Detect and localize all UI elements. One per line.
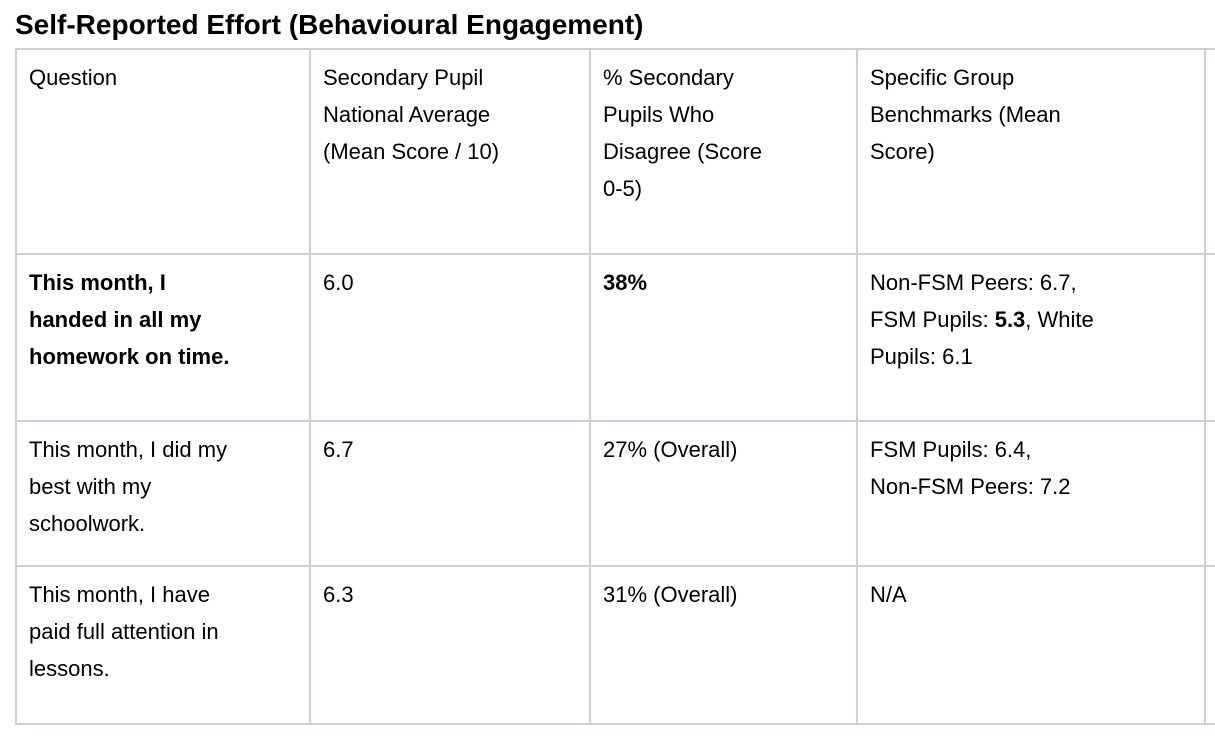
cell-national-average: 6.0 [309,253,591,422]
cell-pct-disagree: 38% [589,253,858,422]
header-row: Question Secondary Pupil National Averag… [15,48,1215,255]
benchmark-highlight: 5.3 [994,307,1026,332]
cell-clipped-column [1204,420,1215,567]
cell-benchmarks: Non-FSM Peers: 6.7, FSM Pupils: 5.3, Whi… [856,253,1206,422]
table-row: This month, I did my best with my school… [15,420,1215,567]
page: { "title": "Self-Reported Effort (Behavi… [0,6,1215,738]
cell-national-average: 6.3 [309,565,591,725]
table-row: This month, I handed in all my homework … [15,253,1215,422]
cell-clipped-column [1204,253,1215,422]
cell-question: This month, I have paid full attention i… [15,565,311,725]
cell-question: This month, I handed in all my homework … [15,253,311,422]
cell-benchmarks: FSM Pupils: 6.4, Non-FSM Peers: 7.2 [856,420,1206,567]
cell-pct-disagree: 31% (Overall) [589,565,858,725]
benchmark-text: FSM Pupils: 6.4, Non-FSM Peers: 7.2 [870,437,1071,499]
table-container: Question Secondary Pupil National Averag… [0,48,1215,725]
header-clipped-column [1204,48,1215,255]
cell-national-average: 6.7 [309,420,591,567]
cell-pct-disagree: 27% (Overall) [589,420,858,567]
benchmark-text: Non-FSM Peers: 6.7, FSM Pupils: [870,270,1077,332]
cell-benchmarks: N/A [856,565,1206,725]
header-benchmarks: Specific Group Benchmarks (Mean Score) [856,48,1206,255]
cell-question: This month, I did my best with my school… [15,420,311,567]
cell-clipped-column [1204,565,1215,725]
benchmark-text: N/A [870,582,907,607]
effort-table: Question Secondary Pupil National Averag… [15,48,1215,725]
header-question: Question [15,48,311,255]
header-national-average: Secondary Pupil National Average (Mean S… [309,48,591,255]
table-row: This month, I have paid full attention i… [15,565,1215,725]
page-title: Self-Reported Effort (Behavioural Engage… [15,9,644,40]
benchmark-text: , White Pupils: 6.1 [870,307,1094,369]
header-pct-disagree: % Secondary Pupils Who Disagree (Score 0… [589,48,858,255]
